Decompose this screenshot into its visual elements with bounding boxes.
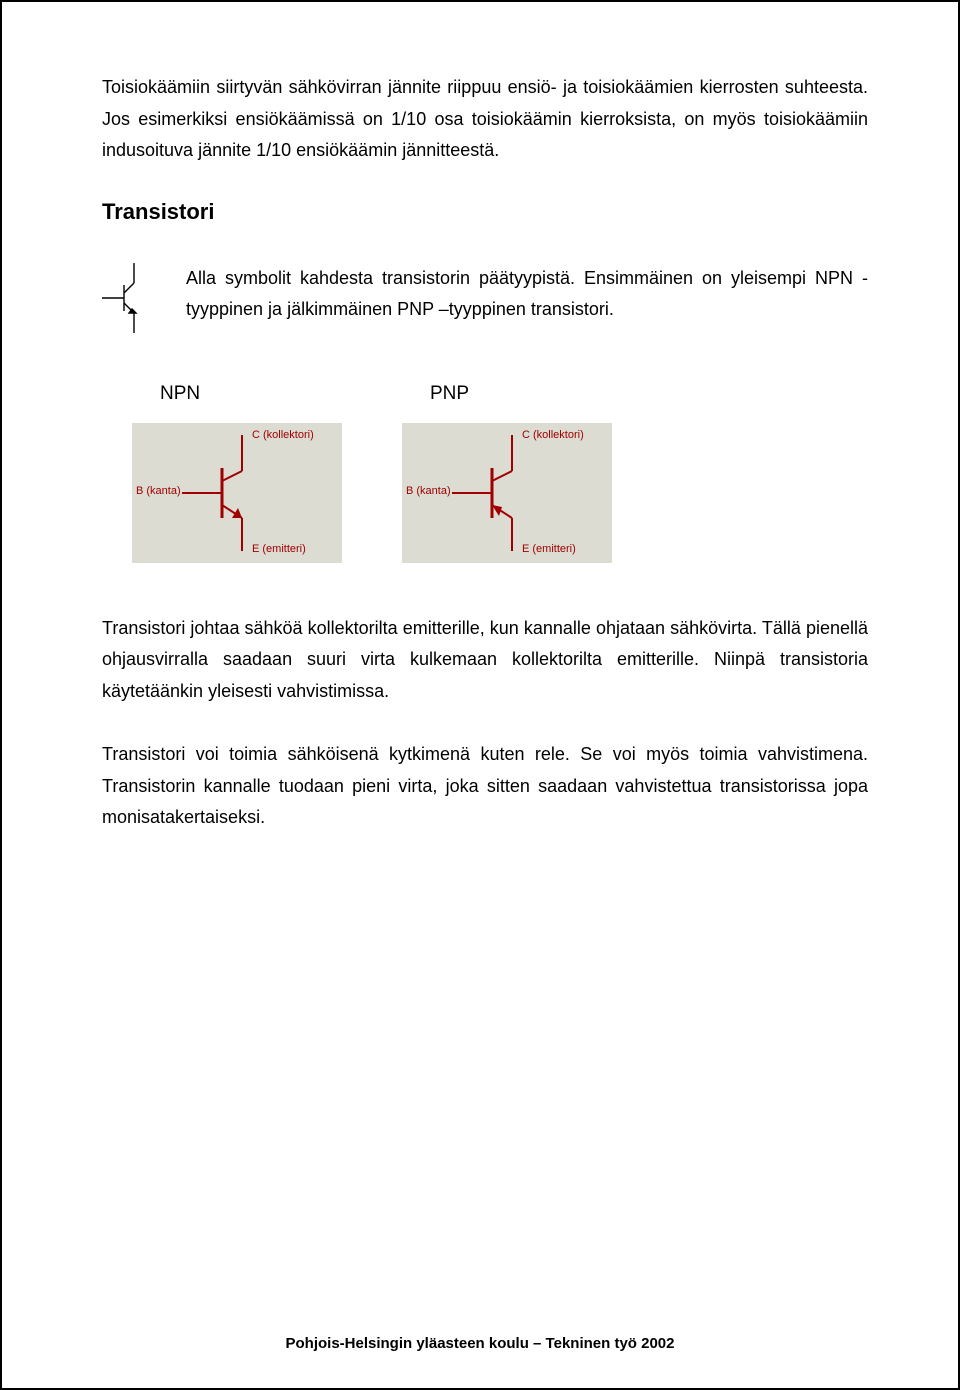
intro-row: Alla symbolit kahdesta transistorin päät… [102, 263, 868, 333]
npn-emitter-label: E (emitteri) [252, 543, 306, 555]
pnp-collector-label: C (kollektori) [522, 429, 584, 441]
paragraph-intro: Toisiokäämiin siirtyvän sähkövirran jänn… [102, 72, 868, 167]
npn-symbol-box: C (kollektori) B (kanta) E (emitteri) [132, 423, 342, 563]
pnp-emitter-label: E (emitteri) [522, 543, 576, 555]
paragraph-3: Transistori voi toimia sähköisenä kytkim… [102, 739, 868, 834]
page-footer: Pohjois-Helsingin yläasteen koulu – Tekn… [2, 1335, 958, 1352]
paragraph-2: Transistori johtaa sähköä kollektorilta … [102, 613, 868, 708]
npn-base-label: B (kanta) [136, 485, 181, 497]
heading-transistori: Transistori [102, 199, 868, 225]
npn-collector-label: C (kollektori) [252, 429, 314, 441]
intro-text: Alla symbolit kahdesta transistorin päät… [186, 263, 868, 326]
npn-title: NPN [160, 383, 342, 405]
small-transistor-icon [102, 263, 162, 333]
page: Toisiokäämiin siirtyvän sähkövirran jänn… [0, 0, 960, 1390]
pnp-symbol-box: C (kollektori) B (kanta) E (emitteri) [402, 423, 612, 563]
pnp-column: PNP C (kollektori) B (kanta) E (emitte [402, 383, 612, 563]
symbols-row: NPN C (kollektori) B (kanta) E (emitte [132, 383, 868, 563]
pnp-title: PNP [430, 383, 612, 405]
pnp-base-label: B (kanta) [406, 485, 451, 497]
npn-column: NPN C (kollektori) B (kanta) E (emitte [132, 383, 342, 563]
